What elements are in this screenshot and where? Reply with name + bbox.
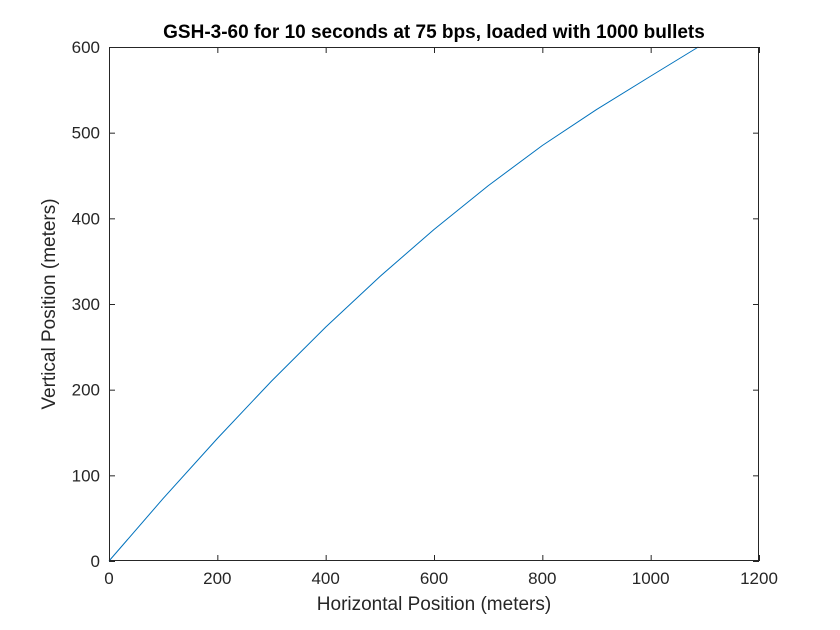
x-tick-label: 1200	[740, 569, 778, 588]
series-line	[108, 46, 699, 562]
y-tick-label: 400	[72, 209, 100, 228]
x-tick-label: 1000	[632, 569, 670, 588]
labels-layer: 0 200 400 600 800 1000 1200 0 100 200 300 400 500 600	[72, 38, 778, 588]
series-layer	[108, 46, 699, 562]
y-tick-label: 200	[72, 381, 100, 400]
chart-title: GSH-3-60 for 10 seconds at 75 bps, loade…	[163, 22, 705, 43]
y-tick-label: 100	[72, 466, 100, 485]
x-tick-label: 800	[528, 569, 556, 588]
y-axis-label: Vertical Position (meters)	[39, 198, 60, 409]
x-tick-label: 0	[104, 569, 113, 588]
y-tick-label: 500	[72, 124, 100, 143]
x-tick-label: 200	[203, 569, 231, 588]
y-tick-label: 0	[91, 552, 100, 571]
x-axis-label: Horizontal Position (meters)	[317, 594, 551, 615]
x-tick-label: 400	[311, 569, 339, 588]
axes-frame	[109, 47, 759, 561]
plot-area	[109, 47, 759, 561]
x-tick-label: 600	[420, 569, 448, 588]
y-tick-label: 600	[72, 38, 100, 57]
y-tick-label: 300	[72, 295, 100, 314]
